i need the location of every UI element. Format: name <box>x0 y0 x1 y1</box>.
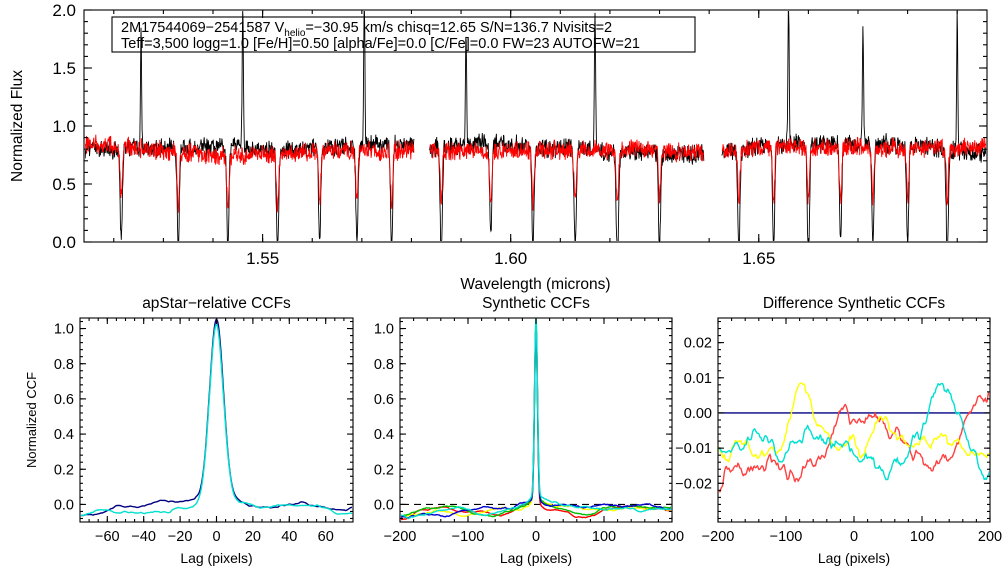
x-tick-label: −60 <box>95 529 120 545</box>
synthetic_ccfs-title: Synthetic CCFs <box>482 295 590 312</box>
x-tick-label: 0 <box>532 529 540 545</box>
y-tick-label: 0.0 <box>374 497 394 513</box>
apstar_relative_ccfs-title: apStar−relative CCFs <box>142 295 291 312</box>
x-tick-label: −200 <box>702 529 735 545</box>
y-tick-label: 0.2 <box>54 462 74 478</box>
info-box-frame <box>111 16 696 53</box>
synthetic_ccfs-axes: −200 −100 0 100 200 0.0 0.2 0.4 0.6 0.8 1.0 Synthet… <box>374 295 684 566</box>
y-tick-label: 1.0 <box>374 322 394 338</box>
x-tick-label: 40 <box>281 529 297 545</box>
x-tick-label: −40 <box>131 529 156 545</box>
synthetic_ccfs-series-syn-3 <box>401 321 671 518</box>
difference_synthetic_ccfs-traces <box>719 382 989 493</box>
difference_synthetic_ccfs-axes: −200 −100 0 100 200 0.02 0.01 0.00 −0.01 −0.02 Dif… <box>675 295 1002 566</box>
apstar_relative_ccfs-series-visit-2 <box>81 323 352 517</box>
x-tick-label: 20 <box>245 529 261 545</box>
apstar_relative_ccfs-axes: −60 −40 −20 0 20 40 60 0.0 0.2 0.4 0.6 0.8 1.0 apStar… <box>24 295 354 566</box>
x-tick-label: 60 <box>318 529 334 545</box>
y-tick-label: 0.0 <box>54 497 74 513</box>
difference_synthetic_ccfs-series-diff-red <box>719 391 989 493</box>
y-tick-label: 1.5 <box>52 59 76 78</box>
apstar_relative_ccfs-axis-frame <box>79 317 354 523</box>
y-tick-label: 0.6 <box>374 392 394 408</box>
synthetic_ccfs-series-syn-4 <box>401 323 671 519</box>
x-tick-label: −200 <box>384 529 417 545</box>
y-tick-label: 0.2 <box>374 462 394 478</box>
x-tick-label: 200 <box>978 529 1002 545</box>
spectrum-traces <box>85 11 986 241</box>
apstar_relative_ccfs-traces <box>81 319 352 517</box>
y-tick-label: 0.4 <box>54 427 74 443</box>
spectrum-synthetic-trace <box>721 136 986 206</box>
spectrum-axes: 1.55 1.60 1.65 0.0 0.5 1.0 1.5 2.0 Wavelength (m… <box>9 1 988 293</box>
y-tick-label: 0.00 <box>684 406 712 422</box>
synthetic_ccfs-traces <box>401 319 671 521</box>
synthetic_ccfs-axis-frame <box>399 317 673 523</box>
y-tick-label: 0.01 <box>684 371 712 387</box>
synthetic_ccfs-xaxis-label: Lag (pixels) <box>500 550 572 566</box>
y-tick-label: 2.0 <box>52 1 76 20</box>
synthetic_ccfs-series-syn-2 <box>401 322 671 518</box>
spectrum-observed-trace <box>721 11 986 241</box>
x-tick-label: −20 <box>168 529 193 545</box>
apstar_relative_ccfs-yaxis-label: Normalized CCF <box>24 372 39 468</box>
y-tick-label: −0.01 <box>675 441 712 457</box>
x-tick-label: 1.55 <box>246 249 279 268</box>
spectrum-synthetic-trace <box>85 134 415 213</box>
x-tick-label: 1.60 <box>494 249 527 268</box>
synthetic_ccfs-series-syn-5 <box>401 319 671 520</box>
y-tick-label: 0.02 <box>684 336 712 352</box>
y-tick-label: 0.5 <box>52 175 76 194</box>
x-tick-label: 0 <box>212 529 220 545</box>
difference_synthetic_ccfs-series-diff-yellow <box>719 382 989 463</box>
difference_synthetic_ccfs-title: Difference Synthetic CCFs <box>763 295 946 312</box>
y-tick-label: 1.0 <box>52 117 76 136</box>
y-tick-label: 1.0 <box>54 322 74 338</box>
apstar_relative_ccfs-xaxis-label: Lag (pixels) <box>180 550 252 566</box>
spectrum-yaxis-label: Normalized Flux <box>9 70 26 182</box>
x-tick-label: 100 <box>910 529 934 545</box>
difference_synthetic_ccfs-xaxis-label: Lag (pixels) <box>818 550 890 566</box>
x-tick-label: −100 <box>770 529 803 545</box>
info-line-1: 2M17544069−2541587 Vhelio=−30.95 km/s ch… <box>121 20 612 39</box>
y-tick-label: 0.0 <box>52 233 76 252</box>
spectrum-xaxis-label: Wavelength (microns) <box>460 276 610 293</box>
spectrum-observed-trace <box>85 11 415 241</box>
y-tick-label: 0.6 <box>54 392 74 408</box>
x-tick-label: 1.65 <box>742 249 775 268</box>
y-tick-label: −0.02 <box>675 476 712 492</box>
y-tick-label: 0.4 <box>374 427 394 443</box>
apstar_relative_ccfs-series-visit-1 <box>81 319 352 517</box>
y-tick-label: 0.8 <box>54 357 74 373</box>
x-tick-label: 200 <box>660 529 684 545</box>
x-tick-label: 0 <box>850 529 858 545</box>
info-box: 2M17544069−2541587 Vhelio=−30.95 km/s ch… <box>111 16 696 53</box>
x-tick-label: −100 <box>452 529 485 545</box>
x-tick-label: 100 <box>592 529 616 545</box>
synthetic_ccfs-series-syn-1 <box>401 326 671 521</box>
spectrum-synthetic-trace <box>429 139 705 211</box>
difference_synthetic_ccfs-series-diff-cyan <box>719 382 989 481</box>
y-tick-label: 0.8 <box>374 357 394 373</box>
info-line-2: Teff=3,500 logg=1.0 [Fe/H]=0.50 [alpha/F… <box>121 36 640 52</box>
